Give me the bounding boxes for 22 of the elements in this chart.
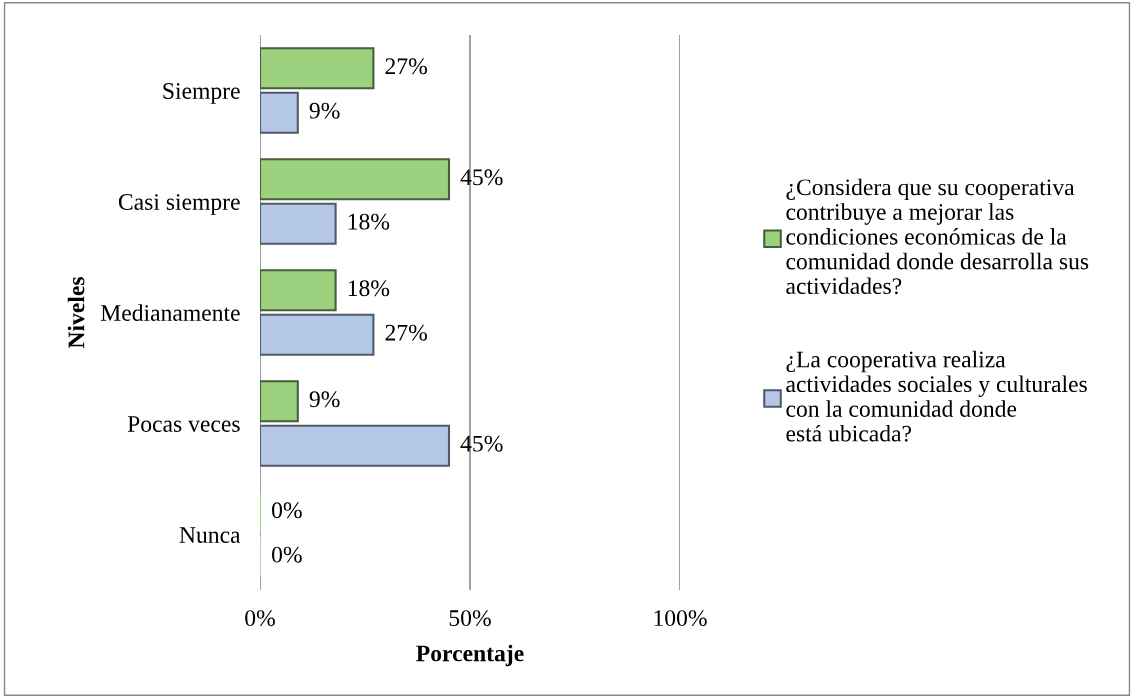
data-label: 18% <box>348 280 390 297</box>
x-tick-label: 0% <box>245 610 275 627</box>
data-label: 45% <box>460 435 503 452</box>
y-tick-label: Medianamente <box>100 304 240 321</box>
legend-label: ¿Considera que su cooperativa contribuye a mejorar las condiciones económicas de la comunidad donde desarrolla sus actividades? <box>786 178 1089 295</box>
data-label: 9% <box>309 102 340 119</box>
x-tick-label: 50% <box>449 610 491 627</box>
y-axis-title: Niveles <box>67 277 85 349</box>
data-label: 18% <box>348 213 390 230</box>
legend-label: ¿La cooperativa realiza actividades sociales y culturales con la comunidad donde está ubicada? <box>786 350 1087 442</box>
data-label: 0% <box>272 502 302 519</box>
data-label: 45% <box>460 169 503 186</box>
data-label: 27% <box>385 324 427 341</box>
data-label: 27% <box>385 58 427 75</box>
y-tick-label: Nunca <box>179 527 241 543</box>
data-label: 9% <box>309 391 340 408</box>
x-tick-label: 100% <box>654 610 707 627</box>
y-tick-label: Pocas veces <box>127 416 240 432</box>
x-axis-title: Porcentaje <box>416 644 524 667</box>
y-tick-label: Siempre <box>163 83 240 104</box>
y-tick-label: Casi siempre <box>118 194 240 215</box>
data-label: 0% <box>272 546 302 563</box>
